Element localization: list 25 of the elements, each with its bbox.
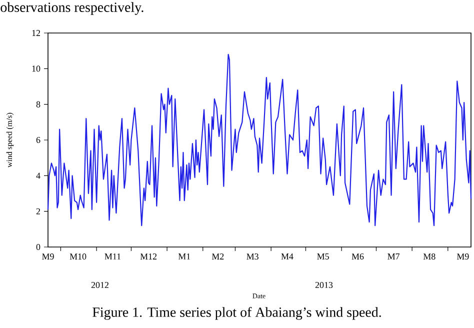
text: 2013 [315, 282, 333, 288]
text: 2012 [91, 282, 108, 288]
x-tick-label: M1 [178, 254, 190, 260]
y-tick-label: 6 [36, 136, 40, 144]
x-tick-label: M11 [104, 254, 120, 260]
y-tick-label: 12 [32, 30, 40, 36]
x-tick-label: M4 [281, 254, 294, 260]
text: Figure 1. Time series plot of Abaiang’s wind speed. [92, 306, 381, 320]
x-tick-label: M9 [456, 254, 469, 260]
x-tick-label: M6 [352, 254, 364, 260]
x-tick-label: M9 [42, 254, 54, 260]
x-tick-label: M7 [388, 254, 400, 260]
x-tick-label: M3 [246, 254, 258, 260]
x-tick-label: M10 [70, 254, 86, 260]
y-tick-label: 8 [36, 101, 40, 108]
y-tick-label: 2 [36, 208, 40, 214]
x-tick-label: M12 [140, 254, 157, 260]
y-tick-label: 4 [36, 172, 40, 179]
x-tick-label: M8 [423, 254, 436, 260]
line-series [47, 54, 472, 226]
text: observations respectively. [0, 2, 144, 15]
x-tick-label: M5 [317, 254, 329, 260]
x-tick-label: M2 [212, 254, 224, 260]
y-tick-label: 10 [32, 66, 40, 72]
y-tick-label: 0 [36, 244, 40, 250]
